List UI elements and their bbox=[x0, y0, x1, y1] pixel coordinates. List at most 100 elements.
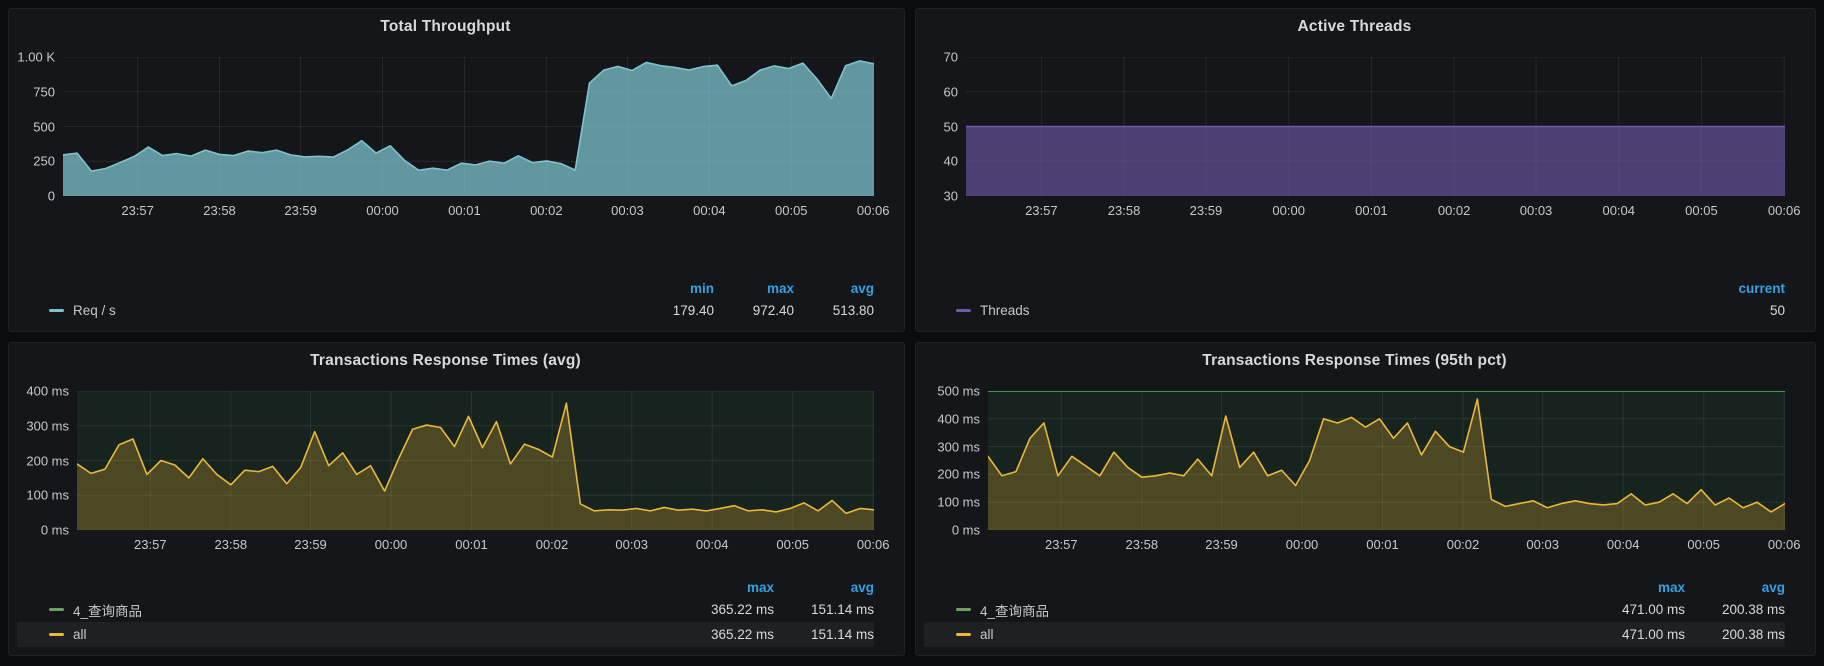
stat-max-value: 972.40 bbox=[752, 303, 794, 318]
y-tick-label: 1.00 K bbox=[17, 49, 55, 65]
y-tick-label: 0 bbox=[47, 188, 55, 204]
chart-row: 0 250 500 750 1.00 K 23:57 23:58 23:59 00:00 00:… bbox=[17, 50, 889, 222]
y-tick-label: 60 bbox=[943, 84, 958, 100]
x-tick-label: 00:06 bbox=[856, 203, 890, 218]
legend: max avg 4_查询商品 471.00 ms 200.38 ms all 4… bbox=[924, 577, 1785, 647]
x-tick-label: 00:03 bbox=[615, 537, 648, 552]
y-axis-labels: 0 ms 100 ms 200 ms 300 ms 400 ms bbox=[17, 384, 77, 538]
legend-row-req-s[interactable]: Req / s 179.40 972.40 513.80 bbox=[17, 298, 874, 323]
panel-title[interactable]: Total Throughput bbox=[380, 18, 511, 35]
x-tick-label: 23:57 bbox=[1025, 203, 1058, 218]
x-tick-label: 23:59 bbox=[1205, 537, 1238, 552]
series-color-dash bbox=[956, 633, 971, 636]
stat-max-value: 365.22 ms bbox=[710, 627, 774, 642]
x-tick-label: 00:03 bbox=[1526, 537, 1559, 552]
stat-avg-value: 151.14 ms bbox=[810, 602, 874, 617]
series-stats: 179.40 972.40 513.80 bbox=[634, 303, 874, 318]
stat-header-max[interactable]: max bbox=[746, 579, 774, 595]
y-tick-label: 750 bbox=[33, 84, 55, 100]
series-label: Req / s bbox=[73, 303, 116, 318]
x-tick-label: 23:58 bbox=[1125, 537, 1159, 552]
plot-area[interactable] bbox=[966, 57, 1785, 196]
stat-avg-value: 151.14 ms bbox=[810, 627, 874, 642]
series-color-dash bbox=[49, 309, 64, 312]
y-tick-label: 0 ms bbox=[951, 522, 980, 538]
panel-title[interactable]: Active Threads bbox=[1297, 18, 1412, 35]
x-axis-labels: 23:57 23:58 23:59 00:00 00:01 00:02 00:03 00:04… bbox=[77, 534, 889, 556]
x-tick-label: 00:05 bbox=[1687, 537, 1720, 552]
stat-header-avg[interactable]: avg bbox=[850, 280, 874, 296]
y-tick-label: 200 ms bbox=[937, 466, 980, 482]
legend: max avg 4_查询商品 365.22 ms 151.14 ms all 3… bbox=[17, 577, 874, 647]
series-label: Threads bbox=[980, 303, 1030, 318]
stat-header-avg[interactable]: avg bbox=[1761, 579, 1785, 595]
chart-row: 0 ms 100 ms 200 ms 300 ms 400 ms 23:57 23:58 2… bbox=[17, 384, 889, 556]
stat-header-max[interactable]: max bbox=[766, 280, 794, 296]
y-tick-label: 40 bbox=[943, 153, 958, 169]
x-tick-label: 00:00 bbox=[374, 537, 408, 552]
chart-col: 23:57 23:58 23:59 00:00 00:01 00:02 00:03 00:04… bbox=[63, 57, 889, 222]
x-axis-labels: 23:57 23:58 23:59 00:00 00:01 00:02 00:03 00:04… bbox=[966, 200, 1800, 222]
stat-max-value: 365.22 ms bbox=[710, 602, 774, 617]
series-color-dash bbox=[49, 633, 64, 636]
stat-min-value: 179.40 bbox=[672, 303, 714, 318]
legend-row-threads[interactable]: Threads 50 bbox=[924, 298, 1785, 323]
y-tick-label: 70 bbox=[943, 49, 958, 65]
legend-row-all[interactable]: all 365.22 ms 151.14 ms bbox=[17, 622, 874, 647]
x-tick-label: 00:05 bbox=[1685, 203, 1718, 218]
x-tick-label: 00:06 bbox=[1767, 537, 1801, 552]
legend-row-all[interactable]: all 471.00 ms 200.38 ms bbox=[924, 622, 1785, 647]
x-tick-label: 00:01 bbox=[455, 537, 488, 552]
plot-area[interactable] bbox=[63, 57, 874, 196]
y-tick-label: 400 ms bbox=[26, 383, 69, 399]
legend-row-query-product[interactable]: 4_查询商品 471.00 ms 200.38 ms bbox=[924, 597, 1785, 622]
series-label: 4_查询商品 bbox=[980, 603, 1050, 619]
x-tick-label: 00:00 bbox=[366, 203, 399, 218]
series-label: all bbox=[73, 627, 87, 642]
y-tick-label: 300 ms bbox=[937, 439, 980, 455]
stat-header-min[interactable]: min bbox=[689, 280, 714, 296]
x-tick-label: 23:58 bbox=[1107, 203, 1141, 218]
legend-row-query-product[interactable]: 4_查询商品 365.22 ms 151.14 ms bbox=[17, 597, 874, 622]
x-tick-label: 00:02 bbox=[530, 203, 563, 218]
chart-col: 23:57 23:58 23:59 00:00 00:01 00:02 00:03 00:04… bbox=[966, 57, 1800, 222]
series-color-dash bbox=[956, 309, 971, 312]
x-tick-label: 00:04 bbox=[693, 203, 726, 218]
y-tick-label: 30 bbox=[943, 188, 958, 204]
x-tick-label: 00:02 bbox=[1437, 203, 1471, 218]
panel-total-throughput: Total Throughput 0 250 500 750 1.00 K 23:57 2… bbox=[8, 8, 905, 332]
stat-avg-value: 200.38 ms bbox=[1721, 627, 1785, 642]
stat-header-max[interactable]: max bbox=[1657, 579, 1685, 595]
y-tick-label: 100 ms bbox=[937, 494, 980, 510]
x-tick-label: 00:05 bbox=[776, 537, 809, 552]
stat-header-avg[interactable]: avg bbox=[850, 579, 874, 595]
panel-title[interactable]: Transactions Response Times (avg) bbox=[310, 352, 581, 369]
x-tick-label: 00:05 bbox=[774, 203, 808, 218]
x-tick-label: 00:04 bbox=[1606, 537, 1640, 552]
plot-area[interactable] bbox=[77, 391, 874, 530]
stat-header-current[interactable]: current bbox=[1738, 280, 1785, 296]
x-tick-label: 23:57 bbox=[1045, 537, 1078, 552]
series-stats: 50 bbox=[1695, 303, 1785, 318]
x-tick-label: 23:57 bbox=[121, 203, 154, 218]
legend: min max avg Req / s 179.40 972.40 513.80 bbox=[17, 278, 874, 323]
y-tick-label: 400 ms bbox=[937, 411, 980, 427]
y-tick-label: 200 ms bbox=[26, 453, 69, 468]
x-tick-label: 00:03 bbox=[1519, 203, 1553, 218]
x-tick-label: 00:00 bbox=[1272, 203, 1305, 218]
y-tick-label: 500 ms bbox=[937, 383, 980, 399]
series-label: 4_查询商品 bbox=[73, 603, 143, 619]
stat-avg-value: 200.38 ms bbox=[1721, 602, 1785, 617]
panel-title[interactable]: Transactions Response Times (95th pct) bbox=[1202, 352, 1507, 369]
x-tick-label: 23:59 bbox=[294, 537, 327, 552]
y-tick-label: 50 bbox=[943, 119, 958, 134]
x-tick-label: 23:58 bbox=[203, 203, 236, 218]
x-axis-labels: 23:57 23:58 23:59 00:00 00:01 00:02 00:03 00:04… bbox=[63, 200, 889, 222]
plot-area[interactable] bbox=[988, 391, 1785, 530]
legend: current Threads 50 bbox=[924, 278, 1785, 323]
x-tick-label: 23:58 bbox=[214, 537, 248, 552]
chart-col: 23:57 23:58 23:59 00:00 00:01 00:02 00:03 00:04… bbox=[988, 391, 1800, 556]
series-stats: 365.22 ms 151.14 ms bbox=[674, 602, 874, 617]
x-tick-label: 00:01 bbox=[1366, 537, 1399, 552]
